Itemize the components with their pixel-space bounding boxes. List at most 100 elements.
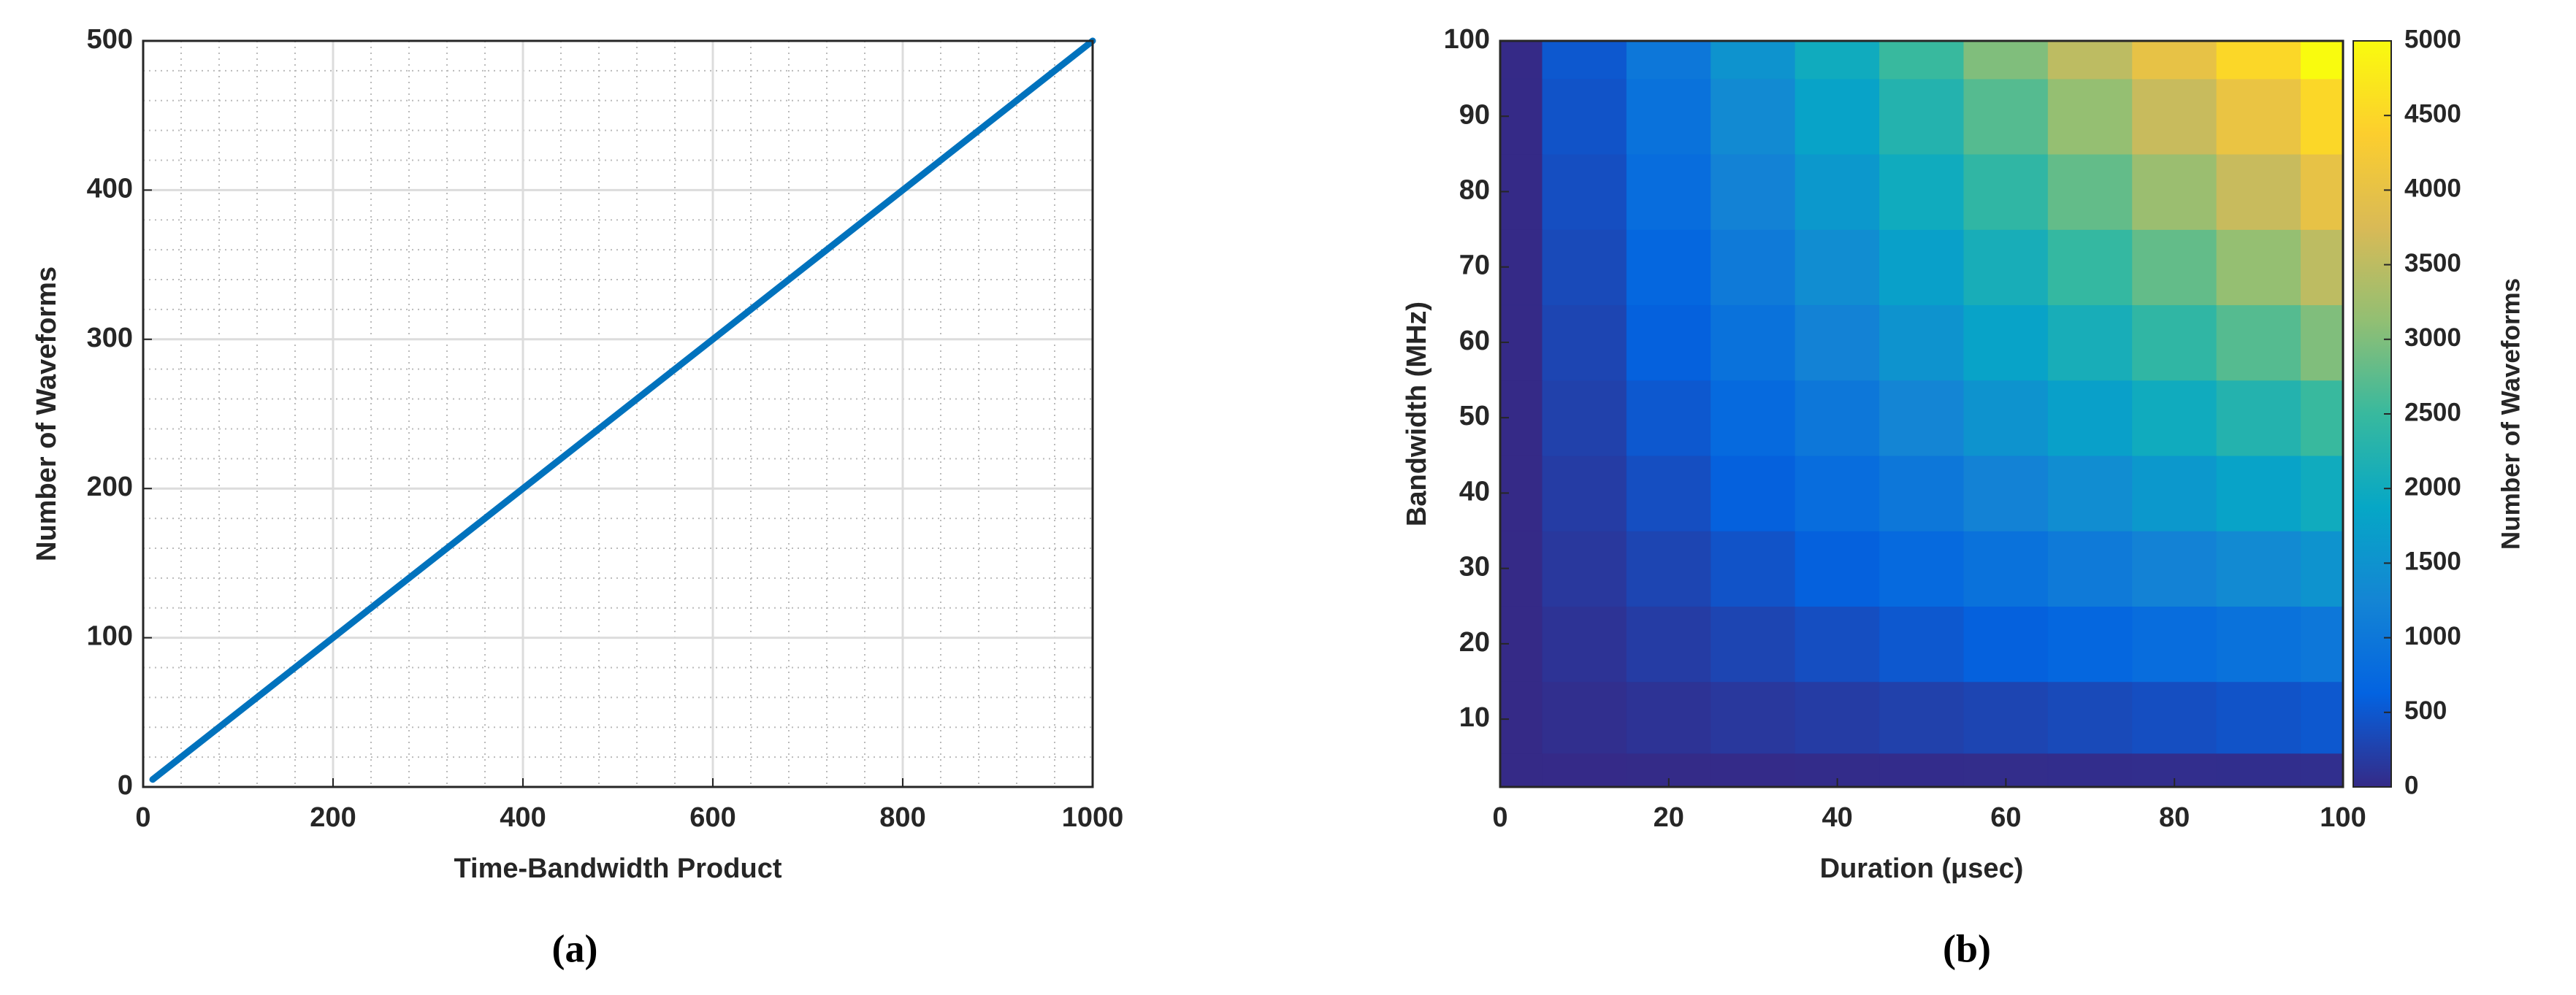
heatmap-cell	[2132, 455, 2217, 531]
heatmap-cell	[1879, 304, 1965, 381]
x-tick-label: 80	[2159, 802, 2190, 833]
data-line	[149, 37, 1096, 783]
colorbar-tick-label: 1500	[2404, 548, 2461, 576]
heatmap-cell	[1879, 455, 1965, 531]
y-tick-label: 50	[1459, 401, 1490, 431]
heatmap-cell	[2216, 380, 2302, 456]
colorbar-tick-label: 3500	[2404, 249, 2461, 277]
heatmap-cell	[1795, 41, 1881, 80]
heatmap-cell	[1963, 304, 2049, 381]
heatmap-cell	[1795, 380, 1881, 456]
x-tick-label: 0	[135, 802, 150, 833]
y-axis-label: Number of Waveforms	[31, 266, 62, 561]
heatmap-cell	[2301, 78, 2343, 155]
heatmap-cell	[1963, 530, 2049, 607]
heatmap-cell	[1795, 455, 1881, 531]
heatmap-cell	[1626, 304, 1712, 381]
heatmap-cell	[2132, 228, 2217, 306]
heatmap-cell	[1542, 41, 1627, 80]
heatmap-cell	[1963, 455, 2049, 531]
y-tick-label: 0	[118, 770, 133, 801]
heatmap-cell	[1500, 41, 1543, 80]
y-tick-label: 100	[87, 621, 133, 652]
heatmap-cell	[2047, 681, 2133, 754]
heatmap-cell	[1542, 153, 1627, 230]
colorbar-tick-label: 5000	[2404, 25, 2461, 53]
heatmap-cell	[1626, 530, 1712, 607]
heatmap-cell	[1626, 605, 1712, 683]
heatmap-cell	[1963, 153, 2049, 230]
colorbar-tick-label: 3000	[2404, 323, 2461, 352]
heatmap-cell	[1626, 455, 1712, 531]
heatmap-cell	[2216, 153, 2302, 230]
heatmap-cell	[2301, 605, 2343, 683]
heatmap-cell	[1711, 304, 1796, 381]
heatmap-cell	[1879, 681, 1965, 754]
heatmap-cell	[2216, 304, 2302, 381]
heatmap-cell	[2301, 228, 2343, 306]
x-tick-label: 1000	[1062, 802, 1124, 833]
x-axis-label: Time-Bandwidth Product	[454, 853, 782, 884]
panel-label: (b)	[1943, 926, 1991, 970]
x-tick-label: 0	[1492, 802, 1507, 833]
heatmap-cell	[1879, 380, 1965, 456]
colorbar-tick-label: 0	[2404, 771, 2418, 799]
heatmap-cell	[1542, 753, 1627, 787]
heatmap-cell	[1626, 78, 1712, 155]
y-tick-label: 90	[1459, 99, 1490, 130]
x-tick-label: 200	[310, 802, 356, 833]
heatmap-cell	[1963, 380, 2049, 456]
x-tick-label: 800	[879, 802, 925, 833]
heatmap-cell	[2216, 41, 2302, 80]
x-tick-label: 600	[689, 802, 735, 833]
heatmap-cell	[1626, 228, 1712, 306]
heatmap-cell	[1711, 153, 1796, 230]
heatmap-cell	[1879, 605, 1965, 683]
heatmap-cell	[2301, 681, 2343, 754]
heatmap-cell	[2132, 153, 2217, 230]
heatmap-cell	[1795, 605, 1881, 683]
y-tick-label: 100	[1444, 24, 1490, 55]
heatmap-cell	[2132, 681, 2217, 754]
y-tick-label: 400	[87, 173, 133, 204]
heatmap-cell	[1879, 753, 1965, 787]
panel-label: (a)	[552, 926, 598, 970]
y-tick-label: 500	[87, 24, 133, 55]
heatmap-cell	[2216, 455, 2302, 531]
heatmap-cell	[2047, 380, 2133, 456]
heatmap-cell	[1711, 380, 1796, 456]
heatmap-cell	[2301, 380, 2343, 456]
colorbar-tick-label: 500	[2404, 696, 2447, 725]
heatmap-cell	[2216, 228, 2302, 306]
heatmap-cell	[2132, 304, 2217, 381]
heatmap-cell	[1963, 78, 2049, 155]
heatmap-cell	[1711, 605, 1796, 683]
y-tick-label: 40	[1459, 476, 1490, 507]
heatmap-cell	[1542, 304, 1627, 381]
heatmap-cell	[1879, 530, 1965, 607]
heatmap-cell	[2047, 753, 2133, 787]
heatmap-cell	[1542, 228, 1627, 306]
heatmap-cell	[1879, 228, 1965, 306]
heatmap-cell	[1542, 380, 1627, 456]
y-tick-label: 30	[1459, 552, 1490, 583]
heatmap-cell	[2047, 455, 2133, 531]
heatmap-cell	[1795, 78, 1881, 155]
heatmap-cell	[1711, 753, 1796, 787]
x-tick-label: 100	[2320, 802, 2366, 833]
heatmap-cell	[2216, 78, 2302, 155]
axes-box	[142, 39, 1094, 788]
heatmap-cell	[2132, 78, 2217, 155]
heatmap-cell	[2047, 605, 2133, 683]
heatmap	[1500, 41, 2343, 787]
heatmap-cell	[1963, 605, 2049, 683]
y-tick-label: 80	[1459, 174, 1490, 205]
heatmap-cell	[1626, 153, 1712, 230]
heatmap-cell	[1711, 228, 1796, 306]
x-tick-label: 20	[1654, 802, 1684, 833]
heatmap-cell	[2216, 753, 2302, 787]
heatmap-cell	[2132, 605, 2217, 683]
heatmap-cell	[2301, 304, 2343, 381]
heatmap-cell	[1795, 228, 1881, 306]
